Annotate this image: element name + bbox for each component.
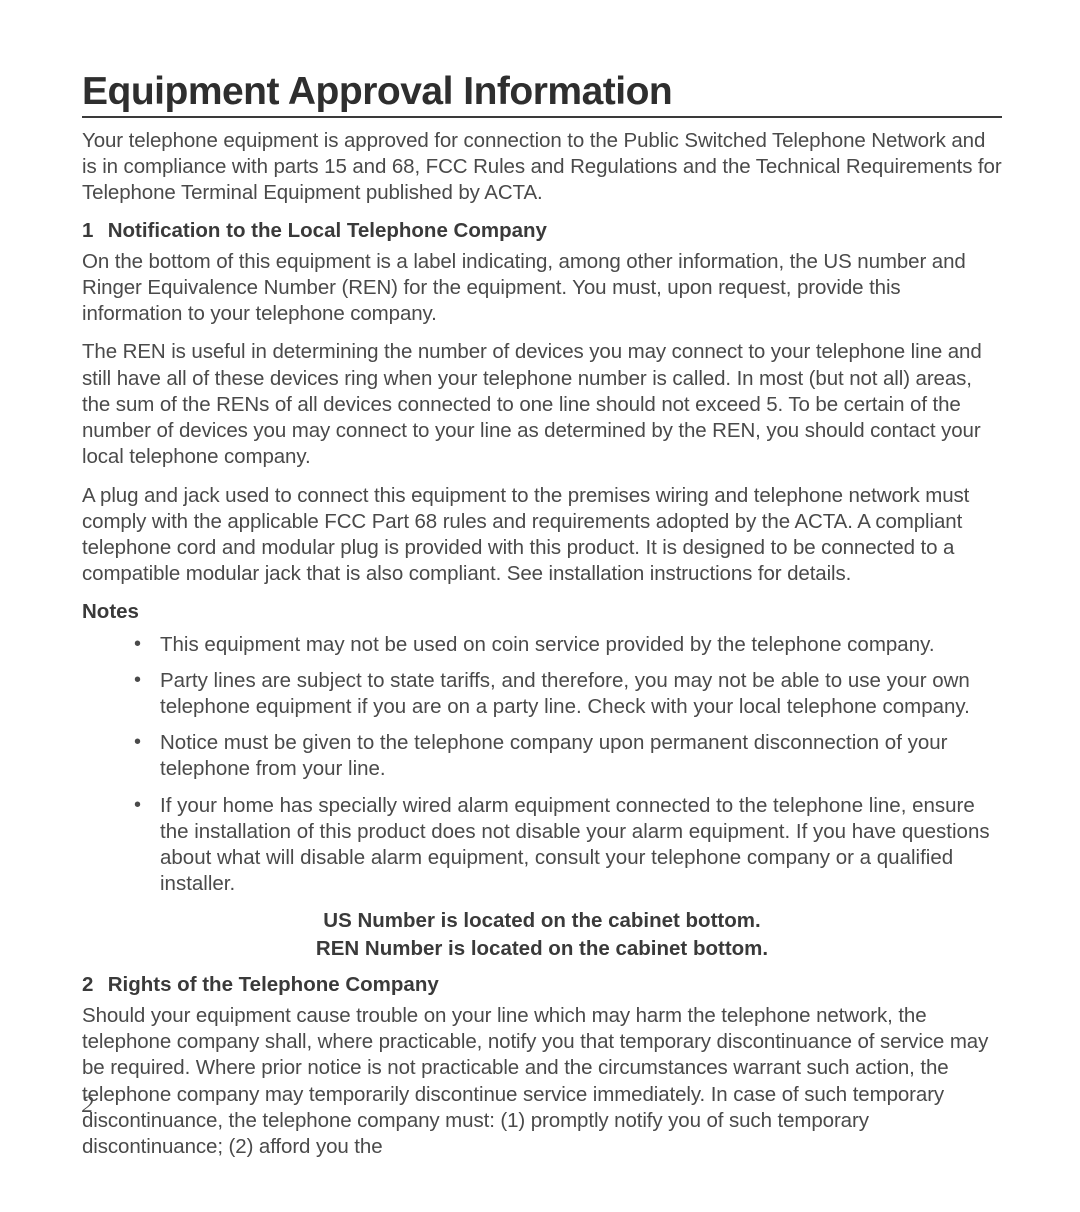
intro-paragraph: Your telephone equipment is approved for… [82, 128, 1002, 207]
document-page: Equipment Approval Information Your tele… [0, 0, 1080, 1212]
notes-heading: Notes [82, 600, 1002, 624]
section-1-number: 1 [82, 219, 102, 243]
list-item: Notice must be given to the telephone co… [134, 730, 1002, 782]
list-item: Party lines are subject to state tariffs… [134, 668, 1002, 720]
ren-number-note: REN Number is located on the cabinet bot… [82, 936, 1002, 963]
section-1-title: Notification to the Local Telephone Comp… [108, 219, 547, 242]
page-number: 2 [82, 1092, 94, 1118]
section-2-p1: Should your equipment cause trouble on y… [82, 1003, 1002, 1160]
section-1-heading: 1 Notification to the Local Telephone Co… [82, 219, 1002, 243]
section-1-p2: The REN is useful in determining the num… [82, 339, 1002, 470]
section-2-title: Rights of the Telephone Company [108, 973, 439, 996]
list-item: If your home has specially wired alarm e… [134, 793, 1002, 898]
section-2-number: 2 [82, 973, 102, 997]
section-1-p3: A plug and jack used to connect this equ… [82, 483, 1002, 588]
section-1-p1: On the bottom of this equipment is a lab… [82, 249, 1002, 328]
notes-list: This equipment may not be used on coin s… [82, 632, 1002, 898]
list-item: This equipment may not be used on coin s… [134, 632, 1002, 658]
us-number-note: US Number is located on the cabinet bott… [82, 908, 1002, 935]
section-2-heading: 2 Rights of the Telephone Company [82, 973, 1002, 997]
page-title: Equipment Approval Information [82, 70, 1002, 118]
